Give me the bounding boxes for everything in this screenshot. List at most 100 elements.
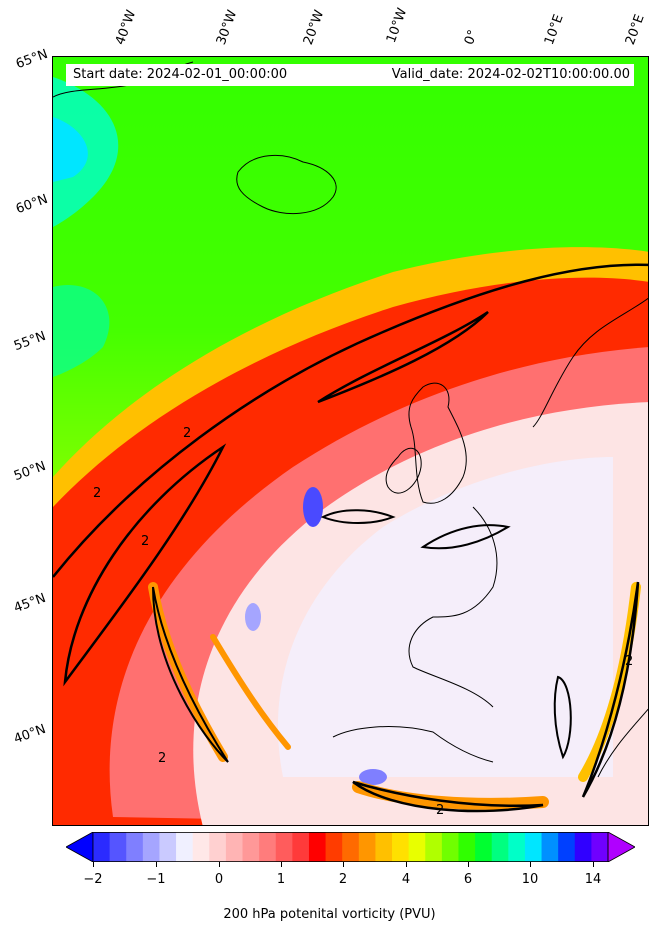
colorbar	[66, 832, 635, 862]
ireland-coast	[385, 447, 422, 494]
colorbar-segment	[342, 832, 360, 862]
colorbar-segment	[491, 832, 509, 862]
colorbar-segment	[159, 832, 177, 862]
colorbar-tick-label: 10	[521, 872, 539, 887]
pv-field-map: 2 2 2 2 2 2	[53, 57, 648, 825]
pv-contour-8	[320, 509, 396, 524]
colorbar-extend-max	[607, 832, 635, 862]
colorbar-segment	[93, 832, 111, 862]
lon-label: 30°W	[213, 8, 241, 47]
colorbar-tickmark	[406, 862, 407, 867]
colorbar-segment	[292, 832, 310, 862]
colorbar-segment	[524, 832, 543, 862]
iberia-coast	[332, 726, 494, 763]
lat-label: 45°N	[12, 590, 48, 617]
contour-label: 2	[141, 534, 149, 549]
colorbar-tick-label: 2	[338, 872, 348, 887]
date-info-box: Start date: 2024-02-01_00:00:00 Valid_da…	[66, 64, 634, 86]
colorbar-segment	[392, 832, 410, 862]
britain-coast	[408, 382, 467, 504]
colorbar-tickmark	[343, 862, 344, 867]
colorbar-segment	[325, 832, 343, 862]
colorbar-tickmark	[156, 862, 157, 867]
colorbar-tickmark	[93, 862, 94, 867]
colorbar-tickmark	[468, 862, 469, 867]
colorbar-segment	[275, 832, 293, 862]
colorbar-segment	[574, 832, 592, 862]
valid-date-label: Valid_date: 2024-02-02T10:00:00.00	[391, 67, 630, 82]
cyan-streak-2	[53, 117, 88, 182]
colorbar-tick-label: 0	[214, 872, 224, 887]
lat-label: 40°N	[12, 721, 48, 748]
colorbar-segment	[541, 832, 559, 862]
colorbar-label: 200 hPa potenital vorticity (PVU)	[223, 907, 436, 922]
colorbar-segment	[458, 832, 476, 862]
coastlines	[53, 61, 648, 778]
contour-label: 2	[625, 654, 633, 669]
cyan-streak-3	[53, 285, 110, 377]
colorbar-tickmark	[593, 862, 594, 867]
colorbar-segment	[209, 832, 227, 862]
lat-label: 50°N	[12, 458, 48, 485]
pv-contour-4	[317, 310, 489, 404]
colorbar-segment	[225, 832, 244, 862]
lon-label: 0°	[461, 27, 482, 47]
colorbar-outline	[92, 832, 609, 862]
lon-label: 10°E	[541, 12, 567, 48]
map-panel: 2 2 2 2 2 2	[52, 56, 649, 826]
colorbar-segment	[126, 832, 144, 862]
colorbar-extend-min	[66, 832, 94, 862]
contour-label: 2	[158, 751, 166, 766]
lon-label: 20°E	[622, 12, 648, 48]
lon-label: 40°W	[112, 8, 140, 47]
colorbar-segment	[308, 832, 327, 862]
colorbar-segment	[508, 832, 526, 862]
colorbar-segment	[242, 832, 260, 862]
colorbar-segment	[425, 832, 443, 862]
pv-contour-9	[420, 524, 511, 550]
negative-pv-blob-2	[245, 603, 261, 631]
contour-label: 2	[93, 486, 101, 501]
colorbar-segment	[192, 832, 210, 862]
lon-label: 20°W	[300, 8, 328, 47]
pv-contour-3	[152, 586, 229, 763]
lat-label: 65°N	[14, 46, 50, 73]
lat-label: 60°N	[14, 191, 50, 218]
colorbar-tickmark	[281, 862, 282, 867]
colorbar-segment	[408, 832, 426, 862]
pv-contour-2	[63, 443, 227, 687]
france-coast	[408, 506, 498, 708]
colorbar-tick-label: −2	[83, 872, 103, 887]
lat-label: 55°N	[12, 328, 48, 355]
colorbar-segment	[475, 832, 493, 862]
colorbar-segment	[558, 832, 576, 862]
colorbar-tickmark	[219, 862, 220, 867]
colorbar-segment	[259, 832, 277, 862]
colorbar-tick-label: −1	[146, 872, 166, 887]
colorbar-tickmark	[530, 862, 531, 867]
colorbar-segment	[109, 832, 127, 862]
pv-contour-5	[352, 780, 544, 813]
colorbar-tick-label: 1	[276, 872, 286, 887]
pv-contour-6	[581, 581, 640, 798]
colorbar-tick-label: 6	[463, 872, 473, 887]
pv-filament-2	[210, 634, 291, 750]
pv-contour	[53, 263, 648, 578]
colorbar-segment	[176, 832, 194, 862]
start-date-label: Start date: 2024-02-01_00:00:00	[73, 67, 288, 82]
colorbar-segment	[142, 832, 160, 862]
scandinavia-coast	[532, 297, 648, 428]
negative-pv-blob	[303, 487, 323, 527]
lon-label: 10°W	[383, 6, 411, 45]
iceland-coast	[236, 154, 337, 215]
colorbar-segment	[358, 832, 376, 862]
colorbar-tick-label: 14	[584, 872, 602, 887]
italy-coast	[597, 708, 648, 778]
contour-label: 2	[436, 803, 444, 818]
colorbar-segment	[591, 832, 609, 862]
colorbar-segment	[375, 832, 393, 862]
pv-contour-7	[553, 675, 572, 760]
pv-filament-3	[352, 781, 549, 810]
colorbar-tick-label: 4	[401, 872, 411, 887]
contour-label: 2	[183, 426, 191, 441]
